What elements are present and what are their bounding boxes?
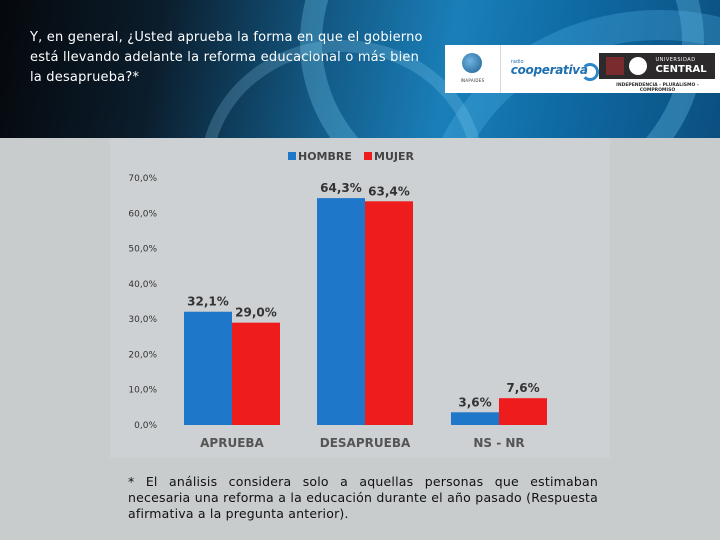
x-category-label: DESAPRUEBA bbox=[320, 436, 411, 450]
survey-question: Y, en general, ¿Usted aprueba la forma e… bbox=[30, 30, 423, 85]
y-tick-label: 40,0% bbox=[128, 280, 157, 290]
bar-hombre-2 bbox=[317, 198, 365, 425]
y-tick-label: 20,0% bbox=[128, 350, 157, 360]
bar-mujer-3 bbox=[499, 398, 547, 425]
bar-mujer-2 bbox=[365, 201, 413, 425]
y-tick-label: 0,0% bbox=[134, 421, 157, 431]
bar-mujer-1 bbox=[232, 322, 280, 425]
legend-label: HOMBRE bbox=[298, 150, 352, 163]
data-label: 32,1% bbox=[187, 295, 229, 309]
globe-icon bbox=[462, 53, 482, 73]
y-tick-label: 50,0% bbox=[128, 245, 157, 255]
bar-hombre-3 bbox=[451, 412, 499, 425]
circle-icon bbox=[629, 57, 648, 75]
swoosh-icon bbox=[580, 63, 599, 81]
bar-hombre-1 bbox=[184, 311, 232, 425]
data-label: 64,3% bbox=[320, 181, 362, 195]
header-banner: Y, en general, ¿Usted aprueba la forma e… bbox=[0, 0, 720, 138]
bar-chart: 0,0% 10,0% 20,0% 30,0% 40,0% 50,0% 60,0% 70,0% 3… bbox=[128, 150, 547, 450]
data-label: 63,4% bbox=[368, 184, 410, 198]
x-category-label: APRUEBA bbox=[200, 436, 264, 450]
crest-icon bbox=[606, 57, 625, 75]
data-label: 3,6% bbox=[458, 395, 491, 409]
y-tick-label: 30,0% bbox=[128, 315, 157, 325]
footnote: * El análisis considera solo a aquellas … bbox=[128, 474, 598, 521]
x-category-label: NS - NR bbox=[473, 436, 524, 450]
universidad-central-logo: UNIVERSIDAD CENTRAL INDEPENDENCIA - PLUR… bbox=[595, 45, 720, 93]
logo-strip: INAPAIDES radio cooperativa UNIVERSIDAD … bbox=[445, 45, 720, 93]
cooperativa-logo: radio cooperativa bbox=[501, 45, 599, 93]
y-tick-label: 10,0% bbox=[128, 386, 157, 396]
chart-panel: 0,0% 10,0% 20,0% 30,0% 40,0% 50,0% 60,0% 70,0% 3… bbox=[110, 138, 610, 458]
inapaid-logo: INAPAIDES bbox=[445, 45, 501, 93]
data-label: 29,0% bbox=[235, 306, 277, 320]
legend-swatch bbox=[288, 152, 296, 160]
y-tick-label: 70,0% bbox=[128, 174, 157, 184]
y-tick-label: 60,0% bbox=[128, 209, 157, 219]
legend-label: MUJER bbox=[374, 150, 414, 163]
data-label: 7,6% bbox=[506, 381, 539, 395]
legend-swatch bbox=[364, 152, 372, 160]
